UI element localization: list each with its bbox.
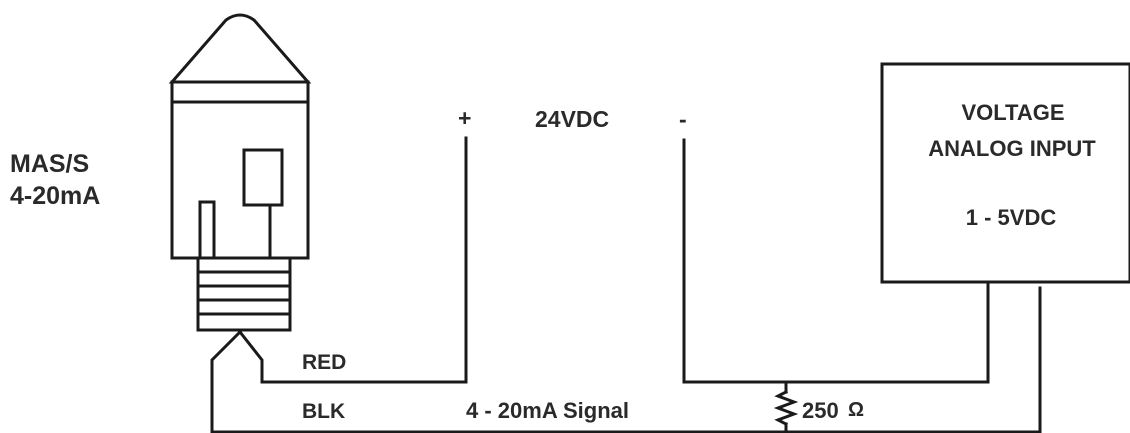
sensor-dome — [168, 13, 312, 84]
analog-input-title-line2: ANALOG INPUT — [928, 136, 1096, 161]
sensor-cap-band — [170, 80, 310, 104]
sensor-housing — [170, 102, 310, 260]
wire-negative — [682, 138, 990, 384]
resistor-unit: Ω — [848, 399, 864, 421]
sensor-drawing — [168, 13, 312, 332]
power-supply-label: 24VDC — [535, 106, 609, 132]
resistor-value: 250 — [802, 398, 839, 423]
sensor-name: MAS/S — [10, 150, 89, 178]
analog-input-box — [880, 62, 1130, 284]
wire-blk-label: BLK — [302, 400, 345, 423]
signal-label: 4 - 20mA Signal — [466, 398, 629, 423]
wire-red-label: RED — [302, 351, 346, 374]
thread-body — [196, 256, 292, 332]
sensor-thread — [196, 256, 292, 332]
analog-input-range: 1 - 5VDC — [966, 205, 1057, 230]
analog-input-title-line1: VOLTAGE — [961, 100, 1064, 125]
resistor-symbol — [773, 389, 799, 427]
sensor-component — [242, 148, 284, 207]
negative-terminal-label: - — [679, 106, 687, 132]
wire-blk — [210, 286, 1042, 433]
wiring — [210, 136, 1042, 433]
sensor-pin — [198, 200, 216, 260]
wire-red — [237, 136, 468, 384]
positive-terminal-label: + — [458, 105, 471, 131]
sensor-range: 4-20mA — [10, 182, 100, 210]
